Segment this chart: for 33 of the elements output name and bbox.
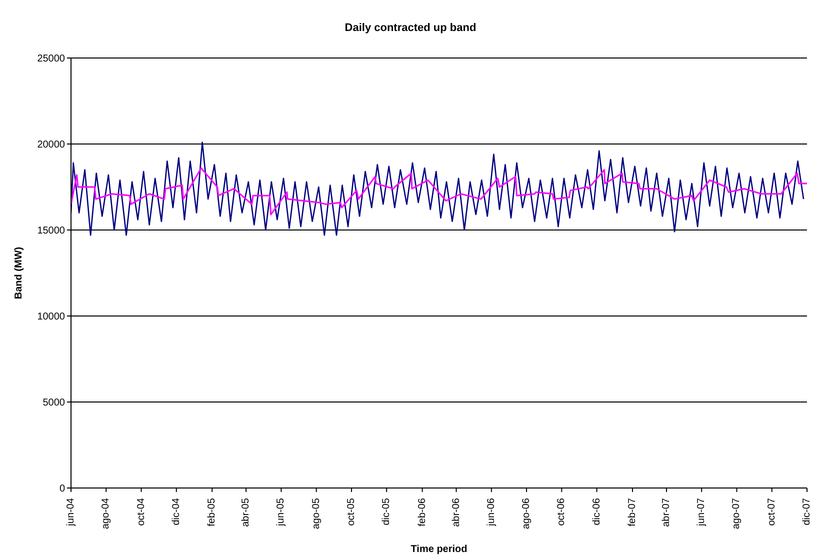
x-tick-label: dic-05 <box>381 498 392 526</box>
x-tick-label: abr-07 <box>660 498 672 527</box>
y-tick-label: 5000 <box>42 398 66 409</box>
x-tick-label: oct-04 <box>136 498 147 526</box>
x-tick-label: oct-05 <box>346 498 357 526</box>
line-series <box>71 167 807 216</box>
x-tick-label: ago-07 <box>731 498 742 530</box>
x-tick-label: jun-04 <box>66 498 76 527</box>
y-tick-label: 25000 <box>37 54 66 65</box>
x-tick-label: dic-04 <box>170 498 182 526</box>
x-tick-label: dic-06 <box>591 498 602 526</box>
line-series <box>71 142 804 236</box>
y-tick-label: 20000 <box>37 140 66 151</box>
x-axis-title: Time period <box>410 544 468 555</box>
x-tick-label: ago-06 <box>521 498 532 530</box>
y-tick-label: 0 <box>59 484 66 495</box>
x-tick-label: jun-06 <box>486 498 497 527</box>
x-tick-label: feb-06 <box>416 498 428 526</box>
x-tick-label: feb-07 <box>627 498 638 526</box>
chart-title: Daily contracted up band <box>344 21 478 36</box>
x-tick-label: abr-06 <box>450 498 462 527</box>
y-tick-label: 15000 <box>37 226 66 237</box>
x-tick-label: oct-07 <box>766 498 778 526</box>
x-tick-label: ago-04 <box>100 498 112 530</box>
x-tick-label: feb-05 <box>206 498 218 526</box>
x-tick-label: ago-05 <box>310 498 322 530</box>
x-tick-label: abr-05 <box>240 498 252 527</box>
y-tick-label: 10000 <box>37 312 66 323</box>
x-tick-label: oct-06 <box>556 498 568 526</box>
y-axis-title: Band (MW) <box>14 246 25 300</box>
x-tick-label: jun-07 <box>696 498 708 527</box>
x-tick-label: dic-07 <box>802 498 812 526</box>
x-tick-label: jun-05 <box>276 498 287 527</box>
